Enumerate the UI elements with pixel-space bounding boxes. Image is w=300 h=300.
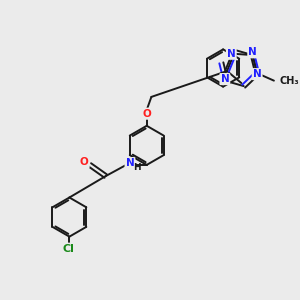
Text: Cl: Cl — [62, 244, 74, 254]
Text: N: N — [126, 158, 134, 168]
Text: O: O — [80, 157, 89, 167]
Text: N: N — [248, 47, 257, 57]
Text: N: N — [227, 49, 236, 59]
Text: H: H — [133, 163, 140, 172]
Text: CH₃: CH₃ — [280, 76, 299, 85]
Text: O: O — [142, 109, 151, 119]
Text: N: N — [220, 74, 229, 84]
Text: N: N — [253, 69, 262, 79]
